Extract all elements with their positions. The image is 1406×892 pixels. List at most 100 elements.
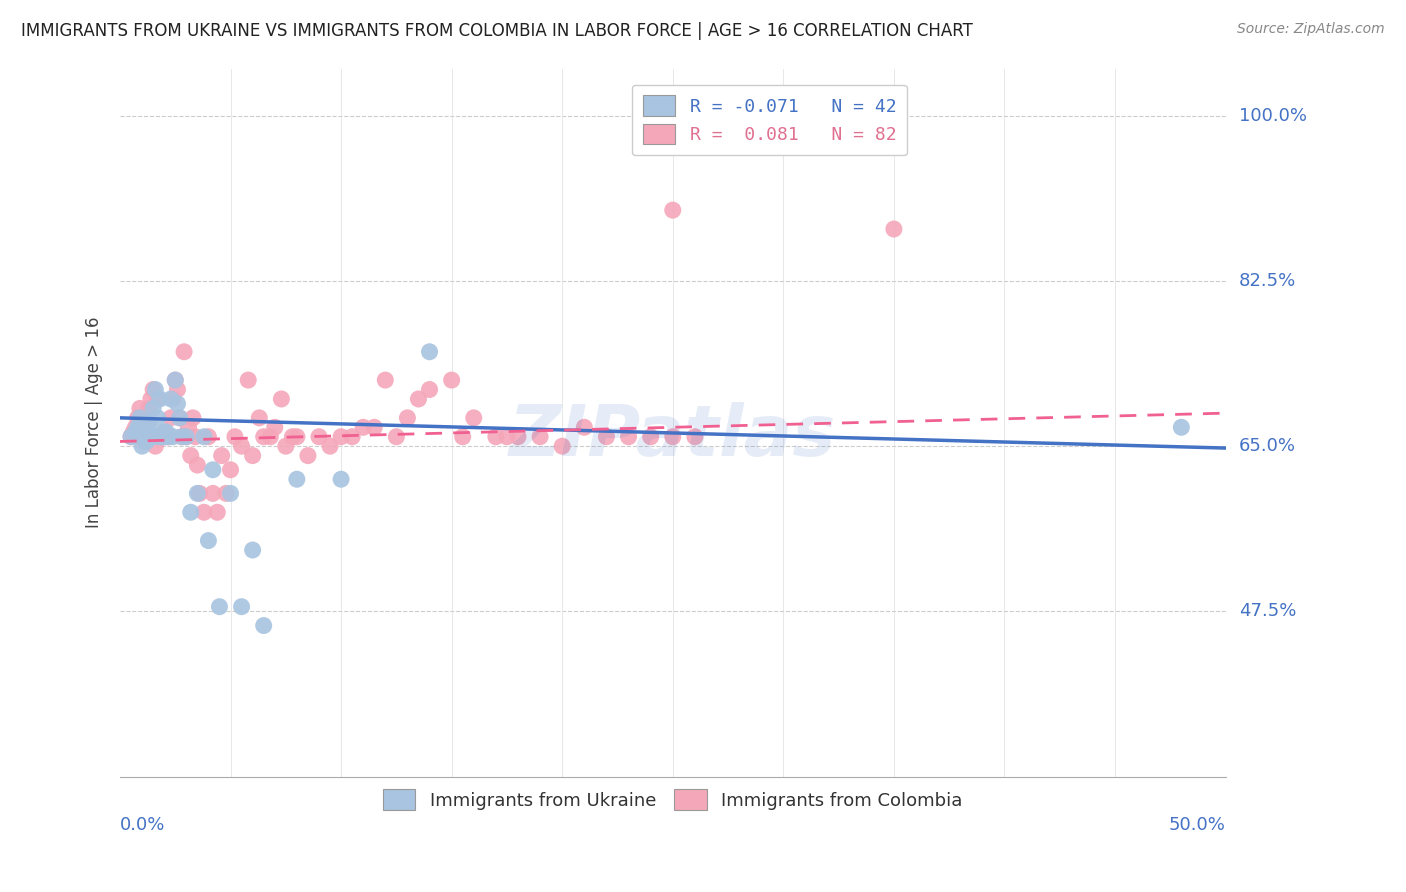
Point (506, 430, 529, 444)
Point (134, 430, 156, 444)
Point (408, 392, 430, 406)
Point (419, 383, 441, 397)
Point (142, 430, 165, 444)
Point (153, 430, 176, 444)
Point (138, 401, 160, 416)
Point (142, 383, 165, 397)
Point (120, 430, 142, 444)
Point (170, 430, 193, 444)
Point (122, 425, 145, 439)
Point (419, 344, 441, 359)
Y-axis label: In Labor Force | Age > 16: In Labor Force | Age > 16 (86, 317, 103, 528)
Point (285, 430, 308, 444)
Point (134, 434, 156, 449)
Point (253, 618, 276, 632)
Point (661, 430, 683, 444)
Point (451, 430, 474, 444)
Point (124, 420, 146, 434)
Text: ZIPatlas: ZIPatlas (509, 402, 837, 471)
Point (197, 533, 219, 548)
Point (352, 420, 374, 434)
Point (128, 410, 150, 425)
Point (201, 486, 224, 500)
Text: Source: ZipAtlas.com: Source: ZipAtlas.com (1237, 22, 1385, 37)
Point (281, 430, 304, 444)
Point (180, 449, 202, 463)
Point (176, 430, 198, 444)
Point (219, 463, 242, 477)
Point (153, 425, 176, 439)
Point (640, 430, 662, 444)
Point (124, 425, 146, 439)
Point (242, 543, 264, 558)
Text: 50.0%: 50.0% (1168, 815, 1226, 833)
Point (274, 439, 297, 453)
Point (155, 425, 177, 439)
Point (128, 401, 150, 416)
Point (143, 383, 166, 397)
Point (162, 392, 184, 406)
Point (574, 420, 596, 434)
Point (149, 392, 172, 406)
Point (127, 420, 149, 434)
Point (242, 449, 264, 463)
Point (224, 430, 246, 444)
Point (176, 430, 198, 444)
Point (208, 599, 231, 614)
Text: 0.0%: 0.0% (120, 815, 166, 833)
Point (142, 401, 165, 416)
Point (363, 420, 385, 434)
Point (340, 430, 363, 444)
Point (157, 430, 180, 444)
Point (143, 439, 166, 453)
Point (131, 430, 153, 444)
Text: IMMIGRANTS FROM UKRAINE VS IMMIGRANTS FROM COLOMBIA IN LABOR FORCE | AGE > 16 CO: IMMIGRANTS FROM UKRAINE VS IMMIGRANTS FR… (21, 22, 973, 40)
Point (1170, 420, 1192, 434)
Point (135, 416, 157, 430)
Point (247, 410, 270, 425)
Point (131, 420, 153, 434)
Point (319, 439, 342, 453)
Point (153, 425, 176, 439)
Point (193, 505, 215, 519)
Text: 100.0%: 100.0% (1239, 107, 1306, 125)
Text: 82.5%: 82.5% (1239, 272, 1296, 290)
Point (463, 410, 485, 425)
Point (253, 430, 276, 444)
Point (197, 430, 219, 444)
Point (165, 373, 187, 387)
Text: 47.5%: 47.5% (1239, 602, 1296, 621)
Text: 65.0%: 65.0% (1239, 437, 1296, 455)
Point (215, 486, 238, 500)
Point (683, 430, 706, 444)
Point (138, 416, 160, 430)
Point (385, 430, 408, 444)
Point (155, 430, 177, 444)
Point (231, 599, 253, 614)
Point (159, 410, 181, 425)
Point (120, 430, 142, 444)
Point (180, 505, 202, 519)
Point (150, 430, 173, 444)
Point (184, 430, 207, 444)
Point (139, 425, 162, 439)
Point (374, 373, 396, 387)
Point (186, 458, 208, 472)
Point (173, 344, 195, 359)
Point (135, 434, 157, 449)
Point (201, 463, 224, 477)
Point (146, 392, 169, 406)
Point (330, 430, 353, 444)
Point (285, 472, 308, 486)
Point (661, 203, 683, 218)
Point (166, 397, 188, 411)
Point (170, 430, 193, 444)
Point (551, 439, 574, 453)
Point (149, 430, 172, 444)
Point (186, 486, 208, 500)
Point (496, 430, 519, 444)
Point (157, 430, 180, 444)
Point (131, 420, 153, 434)
Point (169, 410, 191, 425)
Point (181, 410, 204, 425)
